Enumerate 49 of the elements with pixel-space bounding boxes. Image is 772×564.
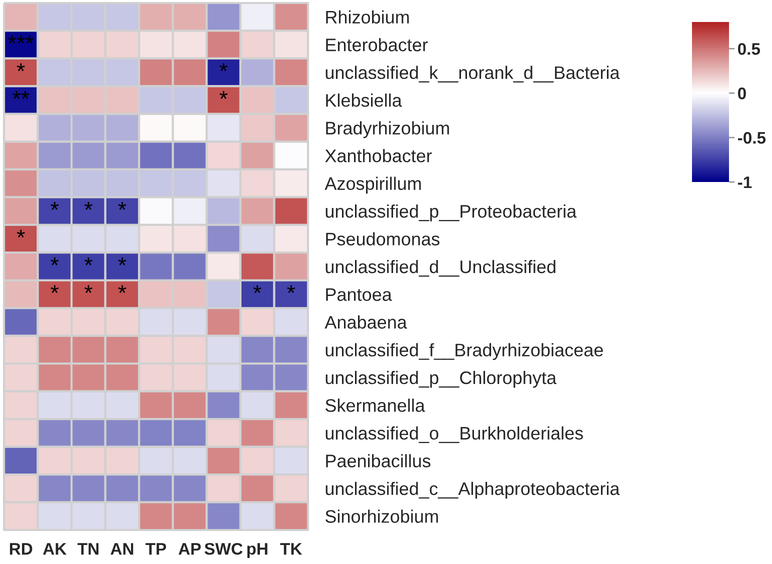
data-label: * xyxy=(220,63,228,72)
x-tick-label: SWC xyxy=(204,542,243,555)
data-label: * xyxy=(118,285,126,294)
x-tick-label: AK xyxy=(43,543,67,555)
y-tick-label: Pantoea xyxy=(326,288,392,301)
y-tick-label: unclassified_p__Chlorophyta xyxy=(326,370,557,388)
y-tick-label: Xanthobacter xyxy=(325,149,432,162)
data-label: * xyxy=(50,258,59,266)
data-label: * xyxy=(84,285,92,294)
data-label: * xyxy=(16,230,25,238)
color-bar-label: -1 xyxy=(738,176,752,188)
y-tick-label: unclassified_d__Unclassified xyxy=(326,260,556,277)
y-tick-label: unclassified_p__Proteobacteria xyxy=(326,204,577,222)
y-tick-label: Anabaena xyxy=(324,315,407,329)
y-tick-label: unclassified_o__Burkholderiales xyxy=(326,426,583,444)
y-tick-label: Bradyrhizobium xyxy=(326,121,449,138)
color-bar-label: 0.5 xyxy=(738,43,760,55)
data-label: * xyxy=(50,285,59,294)
y-tick-label: Skermanella xyxy=(325,398,426,412)
y-tick-label: Klebsiella xyxy=(326,94,402,107)
data-label: * xyxy=(50,202,59,210)
y-tick-label: Rhizobium xyxy=(326,10,409,24)
x-tick-label: RD xyxy=(10,543,32,555)
y-tick-label: unclassified_c__Alphaproteobacteria xyxy=(326,482,620,499)
color-bar-label: 0 xyxy=(738,88,746,100)
y-tick-label: Azospirillum xyxy=(324,176,421,194)
data-label: ** xyxy=(12,91,30,99)
data-label: * xyxy=(118,258,126,266)
data-label: * xyxy=(253,285,262,294)
y-tick-label: Sinorhizobium xyxy=(325,510,438,523)
color-bar-label: -0.5 xyxy=(738,132,766,144)
y-tick-label: unclassified_k__norank_d__Bacteria xyxy=(326,66,620,82)
data-label: * xyxy=(118,202,126,210)
data-label: * xyxy=(84,258,92,266)
x-tick-label: AP xyxy=(178,543,201,555)
x-tick-label: TK xyxy=(280,543,302,555)
x-tick-label: TP xyxy=(146,543,166,555)
x-tick-label: TN xyxy=(78,543,98,555)
data-label: * xyxy=(16,63,25,72)
data-label: * xyxy=(287,285,296,294)
data-label: * xyxy=(220,91,228,99)
y-tick-label: Paenibacillus xyxy=(326,454,430,468)
y-tick-label: Enterobacter xyxy=(326,38,428,52)
data-label: *** xyxy=(8,36,34,44)
x-tick-label: AN xyxy=(110,543,134,555)
data-label: * xyxy=(84,202,92,210)
x-tick-label: pH xyxy=(247,543,268,558)
y-tick-label: unclassified_f__Bradyrhizobiaceae xyxy=(326,343,603,360)
y-tick-label: Pseudomonas xyxy=(326,232,440,246)
